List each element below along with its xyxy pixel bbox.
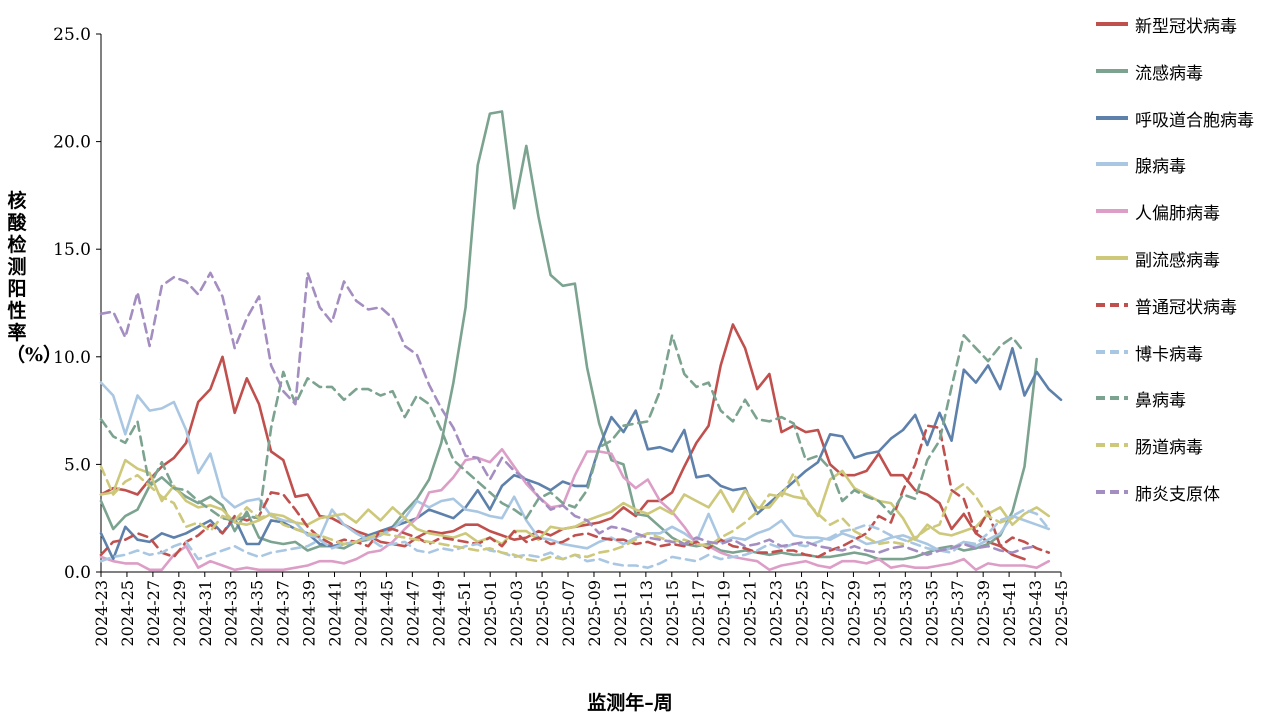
legend-item: 肺炎支原体	[1092, 478, 1280, 525]
legend-item: 人偏肺病毒	[1092, 197, 1280, 244]
x-tick-label: 2024-39	[300, 580, 319, 646]
legend-swatch	[1096, 489, 1128, 494]
x-tick-label: 2025-05	[533, 580, 552, 646]
legend-swatch	[1096, 162, 1128, 167]
x-axis-label: 监测年–周	[587, 692, 673, 714]
legend-swatch	[1096, 255, 1128, 260]
x-tick-label: 2024-31	[196, 580, 215, 646]
series-line-5	[99, 447, 1051, 572]
x-tick-label: 2025-29	[844, 580, 863, 646]
legend-label: 肠道病毒	[1135, 438, 1203, 459]
x-tick-label: 2025-41	[1000, 580, 1019, 646]
x-tick-label: 2025-15	[663, 580, 682, 646]
x-tick-label: 2024-41	[326, 580, 345, 646]
y-tick-label: 5.0	[64, 455, 91, 475]
y-axis-label: 核酸检测阳性率（%）	[6, 190, 63, 366]
y-tick-label: 25.0	[53, 25, 91, 45]
legend-item: 普通冠状病毒	[1092, 291, 1280, 338]
series-layer	[99, 110, 1063, 572]
legend-label: 普通冠状病毒	[1135, 297, 1237, 318]
y-tick-label: 15.0	[53, 240, 91, 260]
legend-swatch	[1096, 443, 1128, 448]
x-axis: 2024-23 2024-25 2024-27 2024-29 2024-31 2024-…	[92, 571, 1071, 646]
legend-swatch	[1096, 209, 1128, 214]
x-tick-label: 2024-23	[92, 580, 111, 646]
x-tick-label: 2025-03	[507, 580, 526, 646]
legend-label: 副流感病毒	[1135, 250, 1220, 271]
x-tick-label: 2025-21	[741, 580, 760, 646]
legend-label: 博卡病毒	[1135, 344, 1203, 365]
legend-label: 肺炎支原体	[1135, 484, 1220, 505]
x-tick-label: 2024-51	[455, 580, 474, 646]
x-tick-label: 2024-25	[118, 580, 137, 646]
x-tick-label: 2024-43	[351, 580, 370, 646]
y-tick-label: 10.0	[53, 348, 91, 368]
legend-swatch	[1096, 68, 1128, 73]
series-line-4	[99, 381, 1051, 552]
y-tick-label: 0.0	[64, 563, 91, 583]
series-line-9	[99, 333, 1026, 522]
x-tick-label: 2025-07	[559, 580, 578, 646]
legend-item: 腺病毒	[1092, 150, 1280, 197]
legend-item: 新型冠状病毒	[1092, 10, 1280, 57]
x-tick-label: 2025-09	[585, 580, 604, 646]
series-line-6	[99, 458, 1051, 546]
legend-item: 流感病毒	[1092, 57, 1280, 104]
x-tick-label: 2024-49	[429, 580, 448, 646]
x-tick-label: 2024-35	[248, 580, 267, 646]
x-tick-label: 2024-47	[403, 580, 422, 646]
legend-item: 呼吸道合胞病毒	[1092, 104, 1280, 151]
x-tick-label: 2024-37	[274, 580, 293, 646]
x-tick-label: 2025-01	[481, 580, 500, 646]
legend-item: 博卡病毒	[1092, 338, 1280, 385]
x-tick-label: 2024-45	[377, 580, 396, 646]
legend-label: 流感病毒	[1135, 63, 1203, 84]
x-tick-label: 2025-27	[818, 580, 837, 646]
legend-swatch	[1096, 349, 1128, 354]
series-line-3	[99, 346, 1063, 561]
legend-swatch	[1096, 396, 1128, 401]
x-tick-label: 2024-33	[222, 580, 241, 646]
x-tick-label: 2024-29	[170, 580, 189, 646]
x-tick-label: 2025-23	[767, 580, 786, 646]
legend-label: 腺病毒	[1135, 157, 1186, 178]
series-line-10	[99, 465, 1014, 563]
x-tick-label: 2025-43	[1026, 580, 1045, 646]
x-tick-label: 2025-19	[715, 580, 734, 646]
legend-swatch	[1096, 115, 1128, 120]
x-tick-label: 2024-27	[144, 580, 163, 646]
legend-item: 副流感病毒	[1092, 244, 1280, 291]
x-tick-label: 2025-33	[896, 580, 915, 646]
x-tick-label: 2025-13	[637, 580, 656, 646]
x-tick-label: 2025-35	[922, 580, 941, 646]
legend-label: 呼吸道合胞病毒	[1135, 110, 1254, 131]
legend-swatch	[1096, 302, 1128, 307]
y-axis: 0.0 5.0 10.0 15.0 20.0 25.0	[53, 25, 102, 583]
legend: 新型冠状病毒 流感病毒呼吸道合胞病毒 腺病毒人偏肺病毒副流感病毒普通冠状病毒 博卡病毒…	[1092, 10, 1280, 525]
x-tick-label: 2025-39	[974, 580, 993, 646]
legend-swatch	[1096, 22, 1128, 26]
legend-label: 鼻病毒	[1135, 391, 1186, 412]
x-tick-label: 2025-45	[1052, 580, 1071, 646]
x-tick-label: 2025-17	[689, 580, 708, 646]
legend-item: 肠道病毒	[1092, 431, 1280, 478]
legend-label: 新型冠状病毒	[1135, 17, 1237, 37]
x-tick-label: 2025-37	[948, 580, 967, 646]
series-line-11	[99, 271, 1038, 557]
x-tick-label: 2025-31	[870, 580, 889, 646]
y-tick-label: 20.0	[53, 133, 91, 153]
legend-label: 人偏肺病毒	[1135, 204, 1220, 225]
legend-item: 鼻病毒	[1092, 384, 1280, 431]
x-tick-label: 2025-25	[793, 580, 812, 646]
x-tick-label: 2025-11	[611, 580, 630, 646]
